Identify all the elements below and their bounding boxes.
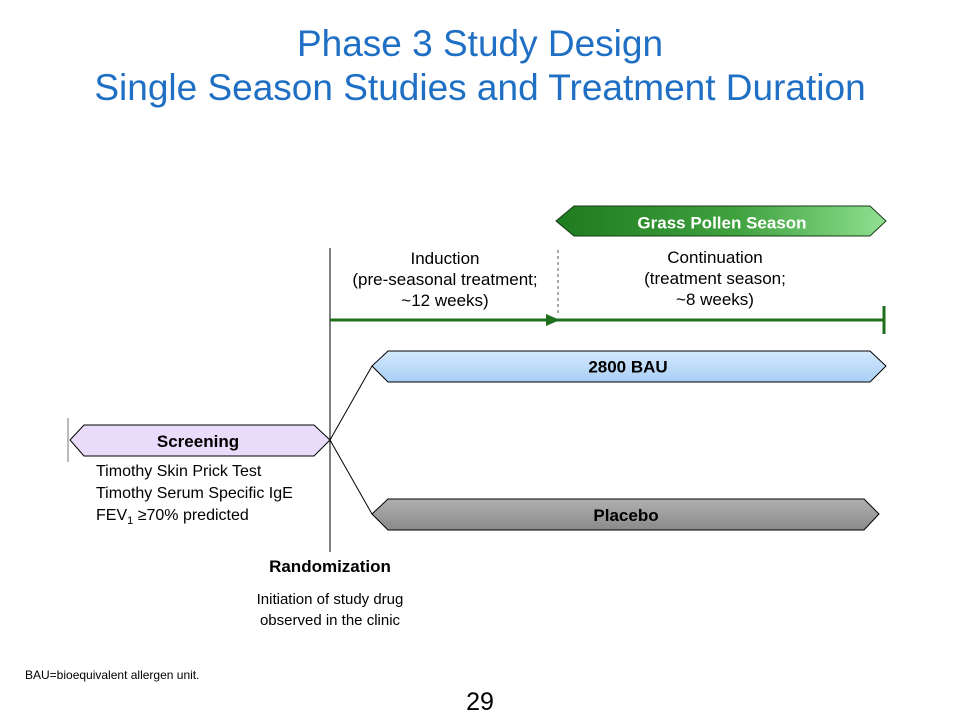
screening-label: Screening bbox=[157, 432, 239, 451]
continuation-title: Continuation bbox=[667, 248, 763, 267]
grass-pollen-season-label: Grass Pollen Season bbox=[637, 214, 806, 233]
grass-pollen-season-banner bbox=[555, 205, 887, 237]
randomization-description: Initiation of study drug observed in the… bbox=[220, 589, 440, 631]
placebo-arm-label: Placebo bbox=[593, 506, 658, 525]
induction-desc-2: ~12 weeks) bbox=[401, 291, 489, 310]
induction-title: Induction bbox=[410, 249, 480, 268]
footnote: BAU=bioequivalent allergen unit. bbox=[25, 668, 200, 682]
branch-to-active bbox=[329, 365, 373, 441]
induction-label: Induction (pre-seasonal treatment; ~12 w… bbox=[330, 248, 560, 311]
page-number: 29 bbox=[466, 688, 494, 716]
screening-criteria: Timothy Skin Prick Test Timothy Serum Sp… bbox=[96, 461, 293, 532]
slide-title-line-2: Single Season Studies and Treatment Dura… bbox=[94, 67, 866, 108]
randomization-desc-2: observed in the clinic bbox=[259, 612, 401, 629]
placebo-arm-bar bbox=[371, 498, 880, 531]
continuation-label: Continuation (treatment season; ~8 weeks… bbox=[600, 247, 830, 310]
timeline-arrowhead bbox=[546, 314, 560, 326]
active-arm-label: 2800 BAU bbox=[588, 358, 667, 377]
criterion-fev-text: FEV bbox=[96, 507, 128, 524]
slide-title-line-1: Phase 3 Study Design bbox=[296, 23, 664, 64]
randomization-title: Randomization bbox=[269, 557, 391, 576]
induction-desc-1: (pre-seasonal treatment; bbox=[352, 270, 538, 289]
criterion-fev-threshold: ≥70% predicted bbox=[133, 507, 249, 524]
continuation-desc-2: ~8 weeks) bbox=[676, 290, 754, 309]
randomization-desc-1: Initiation of study drug bbox=[256, 591, 404, 608]
screening-bar bbox=[69, 424, 331, 457]
continuation-desc-1: (treatment season; bbox=[644, 269, 786, 288]
criterion-skin-prick: Timothy Skin Prick Test bbox=[96, 463, 262, 480]
branch-to-placebo bbox=[329, 439, 373, 515]
criterion-fev1: FEV1 ≥70% predicted bbox=[96, 505, 293, 532]
active-arm-bar bbox=[371, 350, 887, 383]
criterion-fev-subscript: 1 bbox=[127, 515, 134, 528]
criterion-serum-ige: Timothy Serum Specific IgE bbox=[96, 485, 293, 502]
